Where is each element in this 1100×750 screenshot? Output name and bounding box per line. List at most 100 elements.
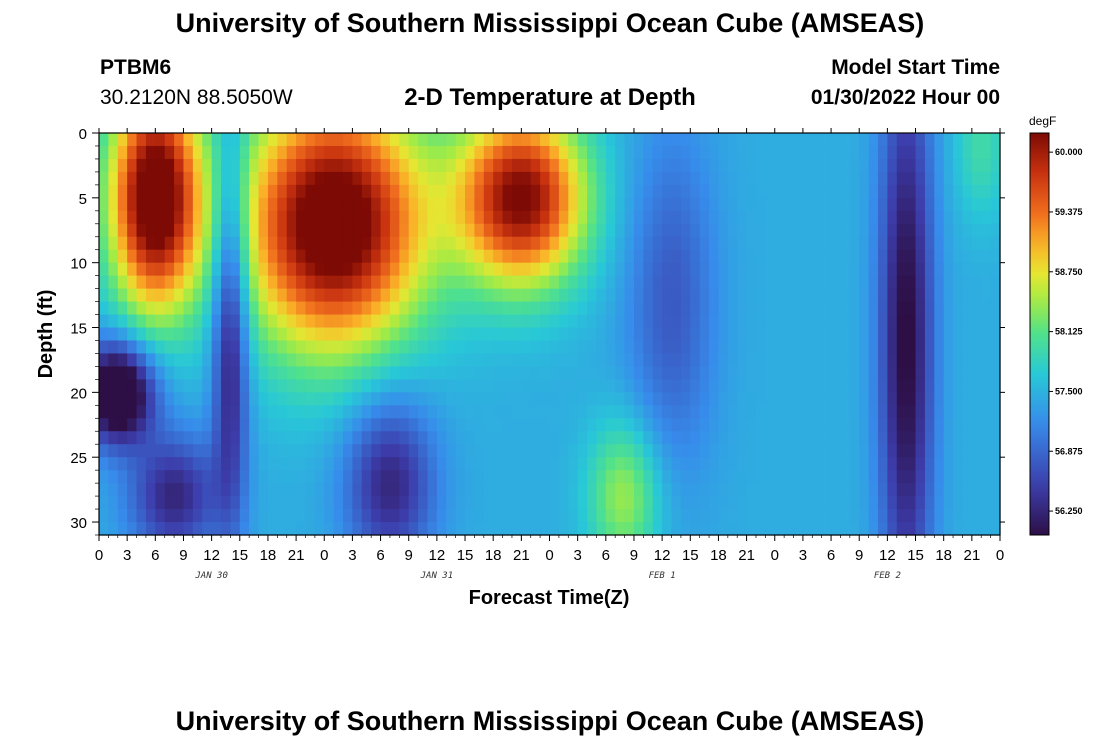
heatmap-cell bbox=[183, 171, 194, 186]
heatmap-cell bbox=[343, 327, 354, 342]
heatmap-cell bbox=[249, 431, 260, 445]
heatmap-cell bbox=[371, 184, 382, 199]
heatmap-cell bbox=[127, 145, 138, 160]
heatmap-cell bbox=[221, 327, 231, 342]
heatmap-cell bbox=[605, 184, 616, 199]
heatmap-cell bbox=[737, 444, 748, 458]
heatmap-cell bbox=[483, 158, 494, 173]
heatmap-cell bbox=[530, 327, 541, 342]
heatmap-cell bbox=[286, 171, 297, 186]
heatmap-cell bbox=[361, 262, 372, 277]
heatmap-cell bbox=[99, 145, 109, 160]
heatmap-cell bbox=[192, 184, 203, 199]
heatmap-cell bbox=[361, 379, 372, 393]
heatmap-cell bbox=[296, 405, 307, 419]
heatmap-cell bbox=[174, 509, 185, 523]
heatmap-cell bbox=[671, 509, 682, 523]
heatmap-cell bbox=[305, 249, 316, 264]
heatmap-cell bbox=[568, 353, 579, 368]
heatmap-cell bbox=[784, 509, 795, 523]
heatmap-cell bbox=[277, 301, 288, 316]
heatmap-cell bbox=[108, 418, 119, 432]
heatmap-cell bbox=[774, 379, 785, 393]
heatmap-cell bbox=[296, 288, 307, 303]
heatmap-cell bbox=[427, 483, 438, 497]
heatmap-cell bbox=[868, 353, 879, 368]
heatmap-cell bbox=[230, 457, 241, 471]
heatmap-cell bbox=[136, 483, 147, 497]
heatmap-cell bbox=[267, 249, 278, 264]
heatmap-cell bbox=[164, 379, 175, 393]
heatmap-cell bbox=[192, 392, 203, 406]
heatmap-cell bbox=[840, 431, 851, 445]
heatmap-cell bbox=[361, 366, 372, 380]
heatmap-cell bbox=[605, 379, 616, 393]
heatmap-cell bbox=[511, 483, 522, 497]
heatmap-cell bbox=[690, 353, 701, 368]
heatmap-cell bbox=[211, 314, 222, 329]
x-tick-label: 18 bbox=[710, 547, 727, 564]
heatmap-cell bbox=[765, 210, 776, 225]
heatmap-cell bbox=[755, 184, 766, 199]
heatmap-cell bbox=[990, 405, 1001, 419]
heatmap-cell bbox=[915, 158, 926, 173]
heatmap-cell bbox=[906, 457, 917, 471]
heatmap-cell bbox=[709, 496, 720, 510]
heatmap-cell bbox=[164, 340, 175, 355]
heatmap-cell bbox=[633, 210, 644, 225]
heatmap-cell bbox=[915, 262, 926, 277]
heatmap-cell bbox=[211, 418, 222, 432]
heatmap-cell bbox=[934, 145, 945, 160]
heatmap-cell bbox=[718, 366, 729, 380]
heatmap-cell bbox=[305, 327, 316, 342]
heatmap-cell bbox=[755, 301, 766, 316]
heatmap-cell bbox=[812, 288, 823, 303]
heatmap-cell bbox=[624, 392, 635, 406]
heatmap-cell bbox=[296, 392, 307, 406]
heatmap-cell bbox=[953, 301, 964, 316]
heatmap-cell bbox=[465, 171, 476, 186]
heatmap-cell bbox=[343, 262, 354, 277]
heatmap-cell bbox=[258, 133, 269, 147]
heatmap-cell bbox=[465, 509, 476, 523]
heatmap-cell bbox=[267, 366, 278, 380]
heatmap-cell bbox=[127, 340, 138, 355]
heatmap-cell bbox=[117, 314, 128, 329]
heatmap-cell bbox=[615, 509, 626, 523]
heatmap-cell bbox=[286, 392, 297, 406]
heatmap-cell bbox=[671, 366, 682, 380]
heatmap-cell bbox=[680, 197, 691, 212]
heatmap-cell bbox=[840, 509, 851, 523]
heatmap-cell bbox=[549, 288, 560, 303]
heatmap-cell bbox=[136, 392, 147, 406]
heatmap-cell bbox=[549, 249, 560, 264]
heatmap-cell bbox=[755, 314, 766, 329]
x-tick-label: 0 bbox=[95, 547, 103, 564]
heatmap-cell bbox=[502, 444, 513, 458]
heatmap-cell bbox=[737, 236, 748, 251]
heatmap-cell bbox=[183, 288, 194, 303]
heatmap-cell bbox=[446, 340, 457, 355]
heatmap-cell bbox=[662, 444, 673, 458]
heatmap-cell bbox=[643, 301, 654, 316]
heatmap-cell bbox=[633, 223, 644, 238]
heatmap-cell bbox=[643, 496, 654, 510]
heatmap-cell bbox=[399, 249, 410, 264]
heatmap-cell bbox=[324, 470, 335, 484]
heatmap-cell bbox=[877, 158, 888, 173]
heatmap-cell bbox=[793, 379, 804, 393]
heatmap-cell bbox=[211, 522, 222, 536]
heatmap-cell bbox=[877, 379, 888, 393]
heatmap-cell bbox=[361, 340, 372, 355]
heatmap-cell bbox=[221, 470, 231, 484]
heatmap-cell bbox=[258, 158, 269, 173]
heatmap-cell bbox=[483, 353, 494, 368]
heatmap-cell bbox=[633, 392, 644, 406]
heatmap-cell bbox=[784, 392, 795, 406]
heatmap-cell bbox=[361, 301, 372, 316]
heatmap-cell bbox=[690, 262, 701, 277]
heatmap-cell bbox=[258, 236, 269, 251]
heatmap-cell bbox=[737, 366, 748, 380]
heatmap-cell bbox=[511, 327, 522, 342]
heatmap-cell bbox=[502, 223, 513, 238]
